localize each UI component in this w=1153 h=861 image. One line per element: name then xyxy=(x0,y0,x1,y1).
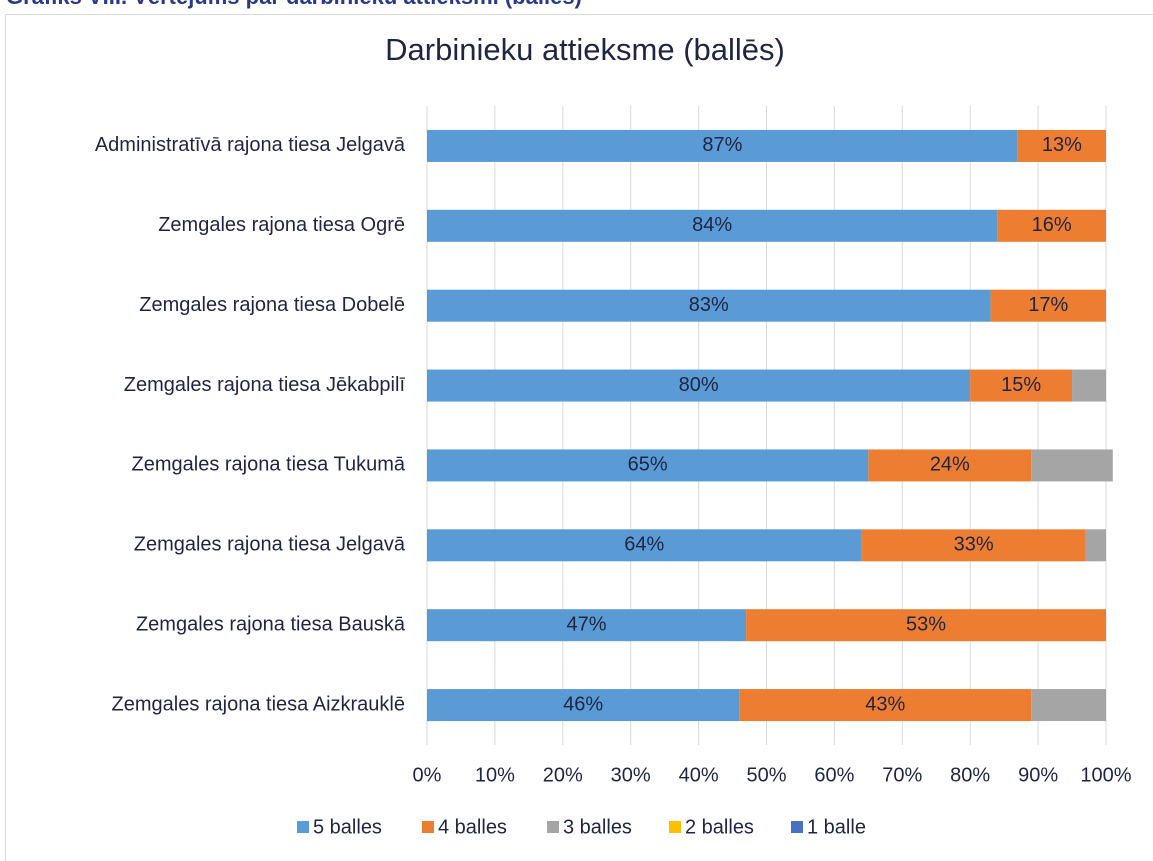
data-label: 43% xyxy=(865,693,905,715)
y-tick-label: Zemgales rajona tiesa Jēkabpilī xyxy=(124,374,406,396)
bar-segment xyxy=(427,289,991,322)
chart-title: Darbinieku attieksme (ballēs) xyxy=(385,32,785,67)
legend-swatch xyxy=(547,821,559,833)
bar-segment xyxy=(427,369,971,402)
bar-segment xyxy=(1017,129,1106,162)
legend-swatch xyxy=(422,821,434,833)
bar-segment xyxy=(746,609,1106,642)
bar-segment xyxy=(1031,449,1113,482)
data-label: 83% xyxy=(689,294,729,316)
bar-segment xyxy=(427,529,862,562)
data-label: 47% xyxy=(567,613,607,635)
y-tick-label: Zemgales rajona tiesa Dobelē xyxy=(139,294,405,316)
legend-label: 2 balles xyxy=(685,816,754,838)
x-tick-label: 60% xyxy=(814,764,854,786)
y-tick-label: Zemgales rajona tiesa Aizkrauklē xyxy=(112,693,405,715)
data-label: 17% xyxy=(1028,294,1068,316)
data-label: 16% xyxy=(1032,214,1072,236)
data-label: 24% xyxy=(930,454,970,476)
legend-swatch xyxy=(297,821,309,833)
chart-border xyxy=(5,14,1153,861)
legend-label: 4 balles xyxy=(438,816,507,838)
bar-segment xyxy=(1031,689,1106,722)
x-tick-label: 40% xyxy=(679,764,719,786)
bar-segment xyxy=(868,449,1032,482)
x-tick-label: 70% xyxy=(882,764,922,786)
bar-segment xyxy=(997,209,1106,242)
bar-segment xyxy=(427,609,747,642)
x-tick-label: 100% xyxy=(1080,764,1131,786)
legend-label: 1 balle xyxy=(807,816,866,838)
bar-segment xyxy=(427,449,869,482)
bar-segment xyxy=(1085,529,1106,562)
data-label: 80% xyxy=(679,374,719,396)
bar-segment xyxy=(739,689,1032,722)
data-label: 87% xyxy=(702,134,742,156)
x-tick-label: 20% xyxy=(543,764,583,786)
x-tick-label: 80% xyxy=(950,764,990,786)
data-label: 46% xyxy=(563,693,603,715)
caption: Grafiks VIII. Vērtējums par darbinieku a… xyxy=(6,0,582,9)
y-tick-label: Administratīvā rajona tiesa Jelgavā xyxy=(95,134,406,156)
bar-segment xyxy=(970,369,1073,402)
legend-swatch xyxy=(669,821,681,833)
x-tick-label: 90% xyxy=(1018,764,1058,786)
data-label: 15% xyxy=(1001,374,1041,396)
data-label: 65% xyxy=(628,454,668,476)
data-label: 13% xyxy=(1042,134,1082,156)
y-tick-label: Zemgales rajona tiesa Tukumā xyxy=(132,454,406,476)
bar-segment xyxy=(427,209,998,242)
data-label: 64% xyxy=(624,534,664,556)
legend-label: 3 balles xyxy=(563,816,632,838)
bar-segment xyxy=(990,289,1106,322)
x-tick-label: 0% xyxy=(413,764,442,786)
data-label: 84% xyxy=(692,214,732,236)
y-tick-label: Zemgales rajona tiesa Ogrē xyxy=(158,214,405,236)
bar-segment xyxy=(1072,369,1106,402)
data-label: 53% xyxy=(906,613,946,635)
y-tick-label: Zemgales rajona tiesa Bauskā xyxy=(136,613,406,635)
data-label: 33% xyxy=(954,534,994,556)
bar-segment xyxy=(427,689,740,722)
legend-swatch xyxy=(791,821,803,833)
x-tick-label: 10% xyxy=(475,764,515,786)
x-tick-label: 30% xyxy=(611,764,651,786)
x-tick-label: 50% xyxy=(746,764,786,786)
legend-label: 5 balles xyxy=(313,816,382,838)
y-tick-label: Zemgales rajona tiesa Jelgavā xyxy=(134,534,406,556)
bar-segment xyxy=(427,129,1018,162)
bar-segment xyxy=(861,529,1086,562)
